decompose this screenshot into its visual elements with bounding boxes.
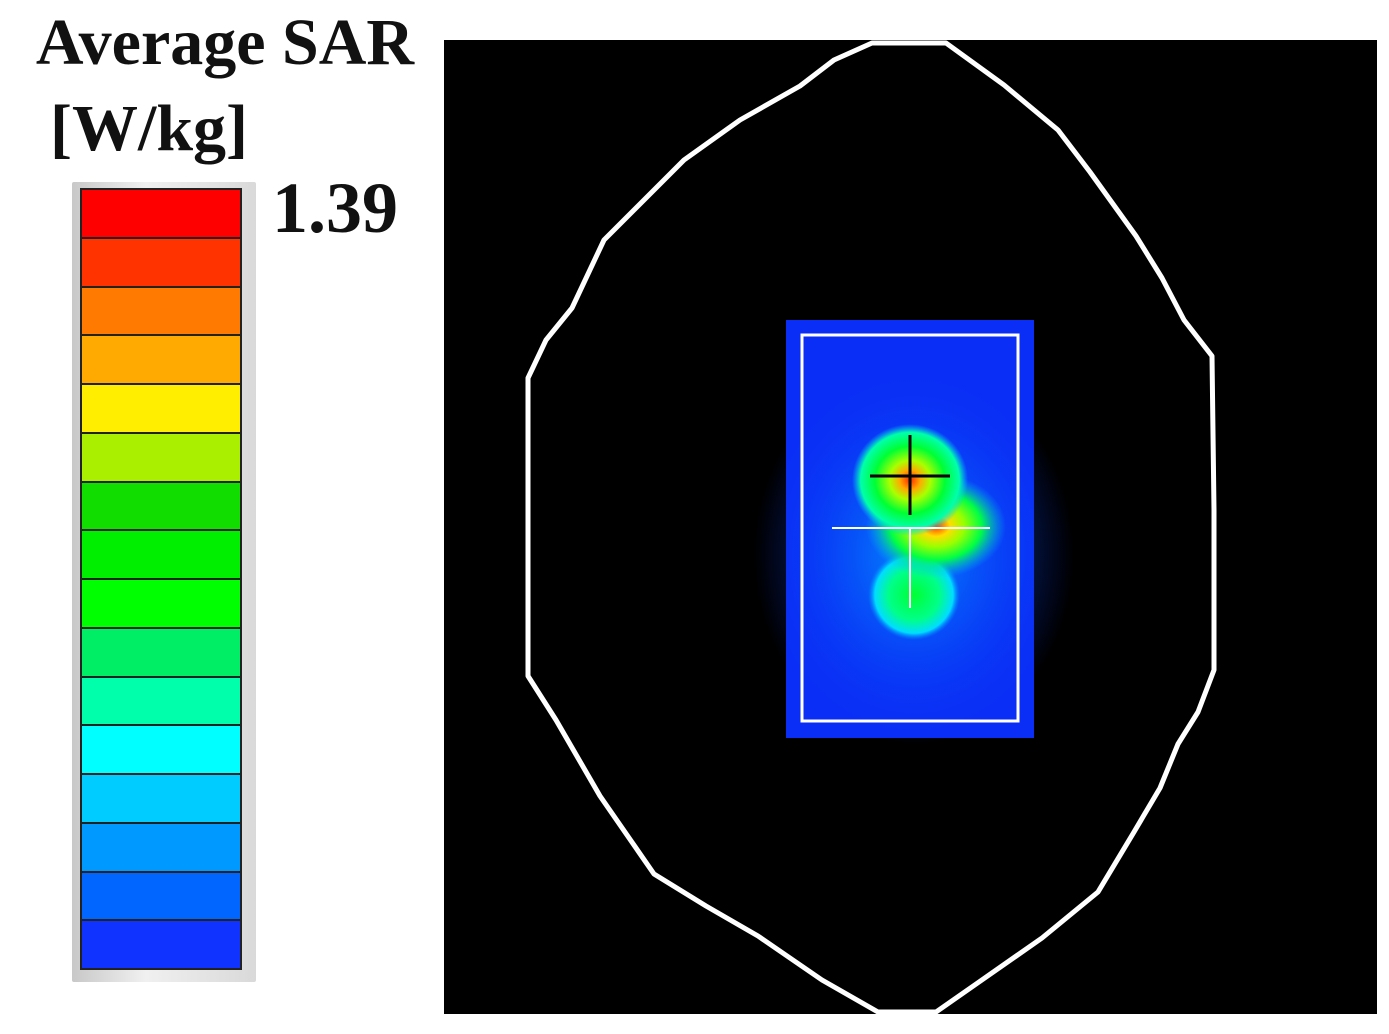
colorbar-swatch <box>82 726 240 773</box>
colorbar-swatch <box>82 823 240 871</box>
colorbar-swatch <box>82 677 240 725</box>
colorbar-swatch <box>82 872 240 920</box>
colorbar-swatch <box>82 238 240 286</box>
colorbar-swatch <box>82 775 240 822</box>
colorbar-swatch <box>82 580 240 627</box>
colorbar-swatch <box>82 531 240 578</box>
colorbar <box>80 188 242 970</box>
legend-max-value: 1.39 <box>272 168 398 248</box>
colorbar-swatch <box>82 628 240 676</box>
colorbar-swatch <box>82 336 240 383</box>
colorbar-swatch <box>82 433 240 481</box>
sar-plot-svg <box>525 40 1217 1014</box>
head-phantom-outline <box>525 40 1217 1014</box>
sar-plot <box>444 40 1377 1014</box>
colorbar-swatch <box>82 921 240 968</box>
colorbar-swatch <box>82 287 240 335</box>
colorbar-swatch <box>82 190 240 237</box>
device-outline <box>800 333 1020 723</box>
legend-title: Average SAR <box>35 6 415 79</box>
colorbar-swatch <box>82 482 240 530</box>
colorbar-swatch <box>82 385 240 432</box>
legend-unit: [W/kg] <box>50 92 248 165</box>
